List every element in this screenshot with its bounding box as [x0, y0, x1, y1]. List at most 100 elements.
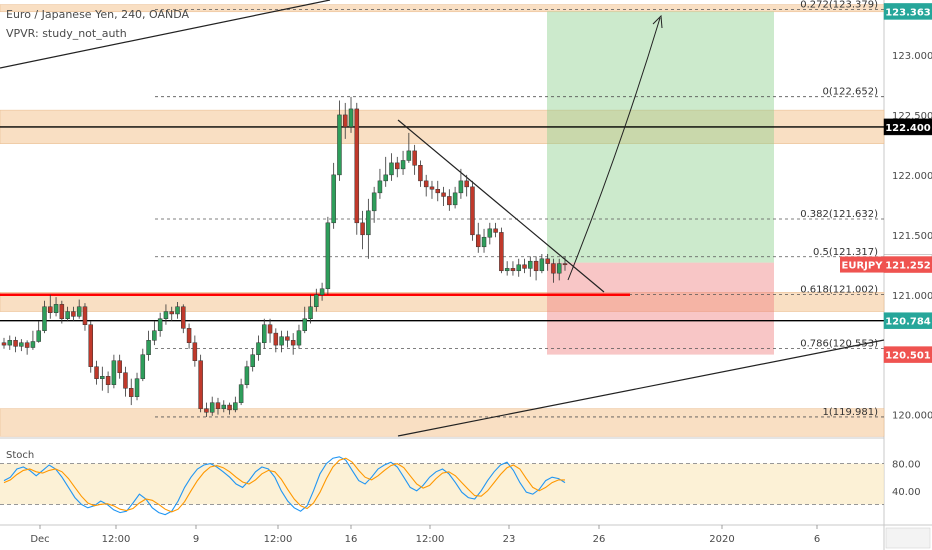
- candle: [319, 288, 325, 296]
- stoch-tick-label: 40.00: [892, 487, 921, 498]
- candle: [470, 186, 475, 236]
- candle: [418, 165, 423, 182]
- candle: [475, 234, 481, 248]
- candle: [169, 311, 174, 315]
- candle: [493, 228, 498, 233]
- candle: [423, 180, 429, 188]
- target-zone[interactable]: [547, 11, 774, 263]
- candle: [296, 330, 302, 346]
- candle: [452, 192, 458, 206]
- price-tag-label-4: 120.784: [885, 317, 931, 328]
- stoch-line-1: [3, 457, 565, 513]
- time-tick-label: 2020: [709, 534, 734, 545]
- candle: [238, 384, 244, 403]
- candle: [267, 324, 273, 334]
- candle: [406, 150, 412, 161]
- time-tick-label: 12:00: [264, 534, 293, 545]
- candle: [337, 114, 342, 176]
- candle: [117, 360, 122, 373]
- price-tag-label-0: 123.363: [885, 7, 931, 18]
- price-tag-label-1: 122.400: [885, 123, 931, 134]
- candle: [331, 174, 336, 224]
- stoch-tick-label: 80.00: [892, 460, 921, 471]
- candle: [204, 408, 209, 413]
- candle: [435, 188, 441, 194]
- candle: [290, 340, 296, 346]
- candle: [65, 311, 70, 319]
- candle: [377, 180, 383, 194]
- time-tick-label: Dec: [30, 534, 49, 545]
- time-tick-label: 12:00: [416, 534, 445, 545]
- candle: [510, 268, 516, 272]
- fib-label-2: 0.382(121.632): [800, 209, 878, 220]
- candle: [13, 340, 18, 347]
- projection-arrow[interactable]: [567, 17, 661, 281]
- candle: [100, 376, 105, 379]
- candle: [36, 330, 41, 342]
- fib-label-3: 0.5(121.317): [813, 247, 878, 258]
- stop-zone[interactable]: [547, 262, 774, 355]
- candle: [447, 196, 452, 206]
- candle: [146, 340, 151, 355]
- price-tick-label: 122.500: [892, 111, 932, 122]
- candle: [42, 306, 47, 331]
- candle: [7, 340, 13, 346]
- candle: [82, 306, 88, 325]
- candle: [441, 192, 446, 197]
- price-tick-label: 120.000: [892, 411, 932, 422]
- candle: [1, 342, 7, 346]
- candle: [522, 264, 527, 269]
- candle: [395, 162, 400, 170]
- candle: [273, 332, 279, 346]
- price-tag-5[interactable]: [883, 346, 932, 363]
- price-tag-label-3: 121.252: [885, 261, 931, 272]
- candle: [279, 336, 284, 346]
- candle: [342, 114, 348, 128]
- candle: [59, 304, 65, 319]
- sr-zone-2: [0, 292, 885, 312]
- trendline-descending[interactable]: [397, 119, 605, 293]
- candle: [464, 180, 469, 188]
- symbol-tag-label: EURJPY: [842, 261, 884, 272]
- price-tag-1[interactable]: [883, 118, 932, 136]
- fib-label-5: 0.786(120.553): [800, 338, 878, 349]
- time-tick-label: 16: [345, 534, 358, 545]
- trendline-top[interactable]: [0, 0, 331, 69]
- candle: [53, 304, 59, 313]
- fib-label-6: 1(119.981): [822, 407, 878, 418]
- candle: [262, 324, 267, 343]
- candle: [308, 306, 313, 319]
- candle: [123, 372, 128, 389]
- chart-title: Euro / Japanese Yen, 240, OANDA: [6, 8, 190, 21]
- axis-corner[interactable]: [885, 527, 931, 549]
- fib-label-0: 0.272(123.379): [800, 0, 878, 11]
- time-tick-label: 26: [593, 534, 606, 545]
- candle: [499, 232, 504, 272]
- symbol-tag[interactable]: [840, 256, 884, 273]
- candle: [504, 268, 510, 272]
- candle: [181, 306, 186, 329]
- candle: [325, 222, 331, 290]
- stoch-label: Stoch: [6, 450, 34, 461]
- candle: [88, 324, 94, 367]
- candle: [539, 258, 545, 272]
- candle: [134, 378, 140, 397]
- candle: [429, 186, 435, 190]
- sr-zone-3: [0, 408, 885, 437]
- candle: [551, 263, 556, 274]
- candle: [562, 263, 568, 266]
- trendline-ascending[interactable]: [397, 339, 885, 437]
- candle: [412, 150, 417, 166]
- candle: [545, 258, 550, 264]
- fib-label-1: 0(122.652): [822, 87, 878, 98]
- candle: [348, 108, 354, 128]
- candle: [221, 404, 227, 409]
- price-tag-4[interactable]: [883, 312, 932, 329]
- candle: [389, 162, 394, 176]
- price-tag-0[interactable]: [883, 3, 932, 20]
- time-tick-label: 23: [503, 534, 516, 545]
- candle: [487, 228, 493, 238]
- price-tag-label-5: 120.501: [885, 351, 931, 362]
